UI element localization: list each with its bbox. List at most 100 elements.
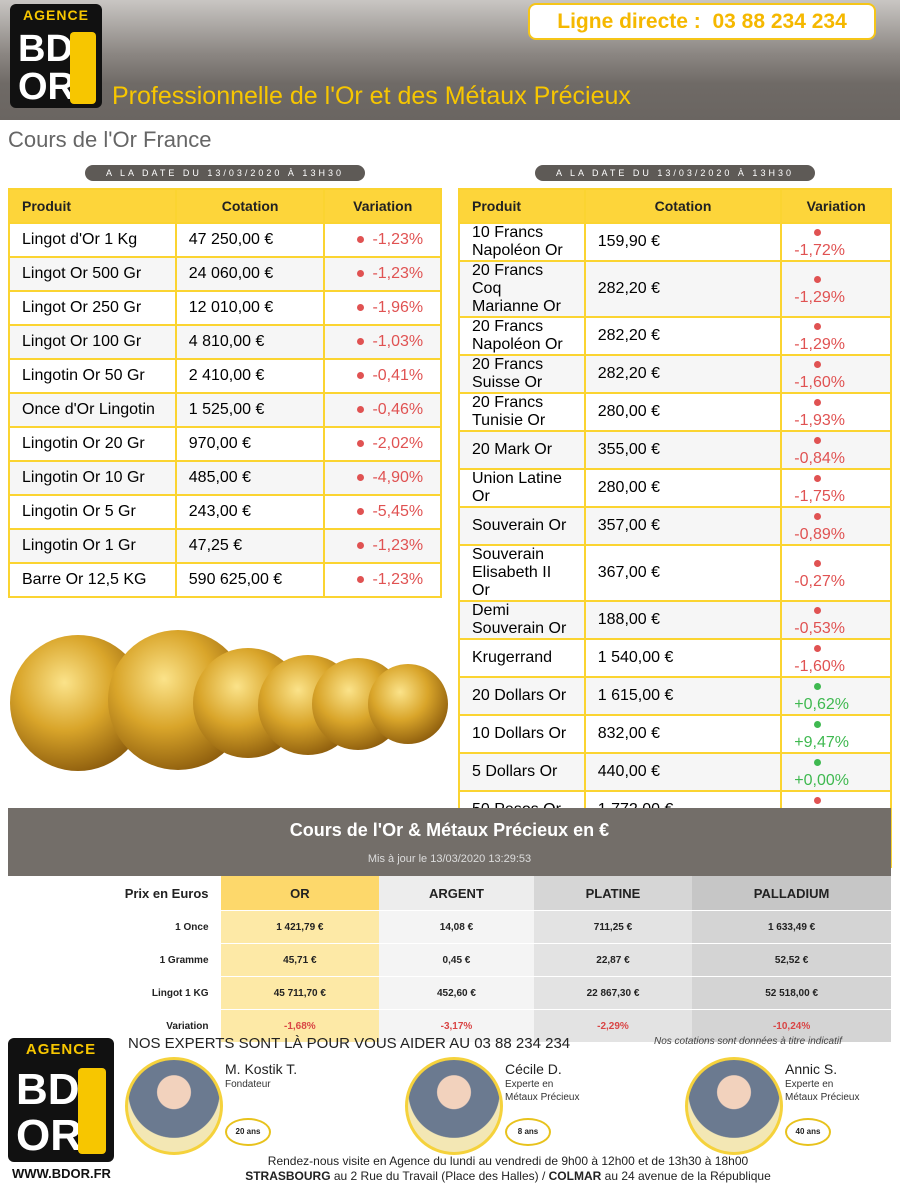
date-pill: A LA DATE DU 13/03/2020 À 13H30 bbox=[535, 165, 815, 181]
variation-value: -1,29% bbox=[794, 336, 845, 353]
variation-value: +0,00% bbox=[794, 772, 850, 789]
product-name: 20 Francs Napoléon Or bbox=[458, 316, 586, 356]
header-row: Produit Cotation Variation bbox=[8, 188, 442, 224]
column-header: Prix en Euros bbox=[8, 876, 221, 911]
product-name: Souverain Or bbox=[458, 506, 586, 546]
expert-role: Fondateur bbox=[225, 1079, 271, 1090]
variation-value: -1,23% bbox=[372, 571, 424, 588]
variation-value: -0,27% bbox=[794, 573, 845, 590]
metals-updated: Mis à jour le 13/03/2020 13:29:53 bbox=[367, 853, 532, 865]
product-name: Union Latine Or bbox=[458, 468, 586, 508]
trend-dot bbox=[814, 361, 822, 369]
product-row: Barre Or 12,5 KG 590 625,00 € -1,23% bbox=[8, 562, 442, 598]
variation-value: -1,60% bbox=[794, 374, 845, 391]
hotline[interactable]: Ligne directe : 03 88 234 234 bbox=[528, 3, 876, 40]
product-row: 10 Dollars Or 832,00 € +9,47% bbox=[458, 714, 892, 754]
variation: -0,41% bbox=[323, 358, 442, 394]
trend-dot bbox=[814, 437, 822, 445]
product-name: 20 Dollars Or bbox=[458, 676, 586, 716]
metal-row: 1 Gramme 45,71 €0,45 €22,87 €52,52 € bbox=[8, 943, 891, 977]
expert-role: Experte en bbox=[785, 1079, 834, 1090]
experience-badge: 8 ans bbox=[505, 1118, 551, 1146]
variation: +0,00% bbox=[780, 752, 892, 792]
product-name: Lingot Or 100 Gr bbox=[8, 324, 177, 360]
variation: -1,29% bbox=[780, 260, 892, 318]
variation-value: -1,23% bbox=[372, 537, 424, 554]
variation: -1,23% bbox=[323, 222, 442, 258]
variation-value: -4,90% bbox=[372, 469, 424, 486]
experience-badge: 40 ans bbox=[785, 1118, 831, 1146]
website[interactable]: WWW.BDOR.FR bbox=[12, 1166, 111, 1181]
address-part: STRASBOURG bbox=[245, 1169, 331, 1183]
product-row: Lingot d'Or 1 Kg 47 250,00 € -1,23% bbox=[8, 222, 442, 258]
metal-price: 452,60 € bbox=[379, 976, 534, 1010]
variation-value: -0,46% bbox=[372, 401, 424, 418]
column-header: Produit bbox=[458, 188, 586, 224]
metal-price: -1,68% bbox=[220, 1009, 380, 1043]
product-name: 10 Dollars Or bbox=[458, 714, 586, 754]
variation-value: +0,62% bbox=[794, 696, 850, 713]
variation: -1,03% bbox=[323, 324, 442, 360]
price: 1 540,00 € bbox=[583, 638, 783, 678]
variation: -1,23% bbox=[323, 528, 442, 564]
column-header: ARGENT bbox=[379, 876, 534, 911]
product-row: 20 Mark Or 355,00 € -0,84% bbox=[458, 430, 892, 470]
row-label: Lingot 1 KG bbox=[8, 976, 221, 1010]
column-header: Cotation bbox=[174, 188, 326, 224]
trend-dot bbox=[814, 759, 822, 767]
logo-agency: AGENCE bbox=[23, 7, 89, 23]
product-row: 20 Dollars Or 1 615,00 € +0,62% bbox=[458, 676, 892, 716]
price: 282,20 € bbox=[583, 316, 783, 356]
expert-photo bbox=[125, 1057, 223, 1155]
column-header: PLATINE bbox=[533, 876, 693, 911]
product-name: Lingotin Or 5 Gr bbox=[8, 494, 177, 530]
product-row: Lingotin Or 10 Gr 485,00 € -4,90% bbox=[8, 460, 442, 496]
price: 440,00 € bbox=[583, 752, 783, 792]
price: 282,20 € bbox=[583, 354, 783, 394]
column-header: Variation bbox=[780, 188, 892, 224]
column-header: Cotation bbox=[583, 188, 783, 224]
price: 47 250,00 € bbox=[174, 222, 326, 258]
expert-role: Métaux Précieux bbox=[505, 1092, 580, 1103]
logo-agency: AGENCE bbox=[25, 1041, 97, 1058]
address-part: au 24 avenue de la République bbox=[601, 1169, 771, 1183]
metal-price: 14,08 € bbox=[379, 910, 534, 944]
product-row: Lingotin Or 50 Gr 2 410,00 € -0,41% bbox=[8, 358, 442, 394]
trend-dot bbox=[814, 323, 822, 331]
variation: -0,53% bbox=[780, 600, 892, 640]
column-header: Variation bbox=[323, 188, 442, 224]
variation-value: +9,47% bbox=[794, 734, 850, 751]
gold-coin-table: Produit Cotation Variation 10 Francs Napolé… bbox=[458, 188, 892, 868]
expert-role: Experte en bbox=[505, 1079, 554, 1090]
variation: -1,23% bbox=[323, 562, 442, 598]
hotline-label: Ligne directe : bbox=[557, 10, 701, 33]
product-name: 5 Dollars Or bbox=[458, 752, 586, 792]
metals-title: Cours de l'Or & Métaux Précieux en € bbox=[289, 820, 610, 840]
row-label: 1 Once bbox=[8, 910, 221, 944]
metal-price: 45 711,70 € bbox=[220, 976, 380, 1010]
variation: -1,72% bbox=[780, 222, 892, 262]
metal-price: -10,24% bbox=[692, 1009, 891, 1043]
logo-bar bbox=[78, 1068, 106, 1154]
variation: -2,02% bbox=[323, 426, 442, 462]
metal-price: 45,71 € bbox=[220, 943, 380, 977]
variation-value: -1,93% bbox=[794, 412, 845, 429]
price: 1 615,00 € bbox=[583, 676, 783, 716]
product-row: 5 Dollars Or 440,00 € +0,00% bbox=[458, 752, 892, 792]
variation-value: -1,75% bbox=[794, 488, 845, 505]
variation-value: -1,72% bbox=[794, 242, 845, 259]
price: 280,00 € bbox=[583, 468, 783, 508]
variation-value: -1,03% bbox=[372, 333, 424, 350]
product-name: Lingot Or 250 Gr bbox=[8, 290, 177, 326]
expert-name: Cécile D. bbox=[505, 1061, 562, 1077]
product-name: Lingotin Or 10 Gr bbox=[8, 460, 177, 496]
metal-row: Variation -1,68% -3,17% -2,29% -10,24% bbox=[8, 1009, 891, 1043]
product-name: Lingot d'Or 1 Kg bbox=[8, 222, 177, 258]
product-name: 20 Francs Suisse Or bbox=[458, 354, 586, 394]
product-row: Lingot Or 100 Gr 4 810,00 € -1,03% bbox=[8, 324, 442, 360]
trend-dot bbox=[814, 513, 822, 521]
trend-dot bbox=[814, 276, 822, 284]
expert-name: M. Kostik T. bbox=[225, 1061, 298, 1077]
product-row: Lingotin Or 20 Gr 970,00 € -2,02% bbox=[8, 426, 442, 462]
